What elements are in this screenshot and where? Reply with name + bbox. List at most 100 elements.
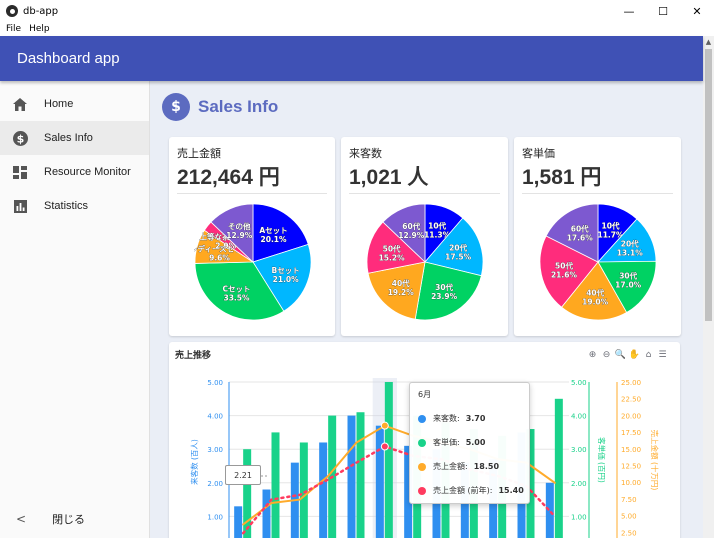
- pie-slice-value-label: 19.0%: [582, 298, 609, 307]
- zoom-in-icon[interactable]: ⊕: [588, 349, 597, 360]
- scroll-thumb[interactable]: [705, 49, 712, 321]
- unit-price-card: 客単価 1,581 円 10代 11.7% 20代 13.1% 30代 17.0% 40代 1…: [514, 137, 681, 336]
- bar-unit-price[interactable]: [356, 412, 365, 538]
- reset-home-icon[interactable]: ⌂: [645, 349, 652, 360]
- zoom-out-icon[interactable]: ⊖: [602, 349, 611, 360]
- tooltip-series-name: 客単価:: [433, 438, 460, 447]
- left-axis-tick-label: 5.00: [207, 379, 223, 387]
- scroll-up-arrow-icon[interactable]: ▲: [705, 38, 712, 46]
- pie-slice[interactable]: [414, 261, 482, 321]
- pie-slice-name-label: レディースセット: [194, 244, 249, 254]
- pie-slice[interactable]: [252, 203, 309, 263]
- card-label: 来客数: [349, 148, 382, 160]
- right-axis-1-tick-label: 5.00: [571, 379, 587, 387]
- pie-slice[interactable]: [424, 217, 484, 277]
- pie-slice[interactable]: [194, 261, 285, 321]
- close-label: 閉じる: [52, 513, 86, 526]
- left-axis-tick-label: 1.00: [207, 513, 223, 521]
- pie-slice[interactable]: [597, 260, 657, 314]
- bar-unit-price[interactable]: [384, 382, 393, 538]
- pie-slice-value-label: 9.6%: [209, 254, 230, 263]
- menu-help[interactable]: Help: [29, 24, 50, 34]
- pie-slice-value-label: 33.5%: [224, 294, 251, 303]
- vertical-scrollbar[interactable]: ▲: [703, 36, 714, 538]
- pie-slice-name-label: 50代: [383, 243, 401, 253]
- sidebar-item-label: Sales Info: [44, 132, 93, 144]
- bar-visitors[interactable]: [234, 506, 243, 538]
- close-window-button[interactable]: ✕: [692, 4, 702, 18]
- app-logo-icon: [6, 5, 18, 17]
- bar-unit-price[interactable]: [554, 398, 563, 538]
- main-content: $ Sales Info 売上金額 212,464 円 Aセット 20.1% Bセッ…: [150, 81, 703, 538]
- pan-hand-icon[interactable]: ✋: [628, 349, 641, 360]
- sidebar-close-button[interactable]: < 閉じる: [0, 506, 149, 532]
- right-axis-2-title: 売上金額 (十万円): [650, 430, 660, 491]
- pie-slice-name-label: 40代: [392, 278, 410, 288]
- sidebar-item-home[interactable]: Home: [0, 87, 149, 121]
- bar-unit-price[interactable]: [243, 449, 252, 538]
- bar-visitors[interactable]: [262, 489, 271, 538]
- selection-zoom-icon[interactable]: 🔍: [614, 349, 627, 360]
- right-axis-2-tick-label: 22.50: [621, 396, 641, 404]
- sidebar-item-statistics[interactable]: Statistics: [0, 189, 149, 223]
- series-dot: [418, 462, 426, 471]
- pie-slice-value-label: 17.6%: [567, 233, 594, 242]
- window-titlebar: db-app — ☐ ✕: [0, 0, 714, 22]
- line-point[interactable]: [380, 442, 389, 451]
- sidebar-item-sales-info[interactable]: $ Sales Info: [0, 121, 149, 155]
- bar-chart-icon: [12, 198, 28, 214]
- pie-slice[interactable]: [382, 203, 426, 263]
- right-axis-2-tick-label: 20.00: [621, 412, 641, 420]
- bar-visitors[interactable]: [347, 415, 356, 538]
- right-axis-2-tick-label: 12.50: [621, 463, 641, 471]
- card-divider: [522, 193, 673, 194]
- pie-slice-value-label: 17.5%: [445, 252, 472, 261]
- menu-icon[interactable]: ☰: [658, 349, 667, 360]
- card-value: 1,021 人: [349, 166, 429, 189]
- bar-unit-price[interactable]: [526, 429, 535, 538]
- bar-visitors[interactable]: [375, 425, 384, 538]
- pie-slice-name-label: その他: [228, 221, 251, 231]
- menu-file[interactable]: File: [6, 24, 22, 34]
- pie-slice-value-label: 2.9%: [215, 241, 236, 250]
- pie-slice[interactable]: [252, 243, 312, 312]
- chevron-left-icon: <: [16, 512, 27, 526]
- pie-slice-name-label: 30代: [435, 282, 453, 292]
- bar-visitors[interactable]: [545, 482, 554, 538]
- bar-unit-price[interactable]: [299, 442, 308, 538]
- pie-slice-value-label: 21.0%: [273, 275, 300, 284]
- sidebar-item-resource-monitor[interactable]: Resource Monitor: [0, 155, 149, 189]
- minimize-button[interactable]: —: [623, 4, 635, 18]
- card-divider: [177, 193, 327, 194]
- tooltip-row: 売上金額: 18.50: [418, 461, 499, 472]
- bar-visitors[interactable]: [319, 442, 328, 538]
- pie-slice[interactable]: [561, 261, 628, 321]
- pie-slice[interactable]: [545, 203, 599, 263]
- pie-slice[interactable]: [366, 221, 426, 274]
- bar-visitors[interactable]: [404, 445, 413, 538]
- maximize-button[interactable]: ☐: [658, 4, 668, 18]
- pie-slice-name-label: 10代: [602, 221, 620, 231]
- card-value: 1,581 円: [522, 166, 602, 189]
- pie-slice[interactable]: [539, 235, 599, 308]
- pie-slice[interactable]: [367, 261, 426, 320]
- crosshair-value-label: 2.21: [225, 465, 261, 485]
- chart-title: 売上推移: [175, 350, 212, 360]
- left-axis-tick-label: 3.00: [207, 446, 223, 454]
- pie-slice-name-label: 60代: [402, 221, 420, 231]
- pie-slice[interactable]: [210, 203, 254, 263]
- pie-slice-value-label: 21.6%: [551, 270, 578, 279]
- bar-unit-price[interactable]: [271, 432, 280, 538]
- window-title: db-app: [23, 5, 59, 17]
- line-point[interactable]: [380, 421, 389, 430]
- left-axis-tick-label: 2.00: [207, 480, 223, 488]
- series-dot: [418, 438, 426, 447]
- card-value: 212,464 円: [177, 166, 280, 189]
- tooltip-series-name: 売上金額:: [433, 462, 468, 471]
- pie-slice-name-label: 40代: [586, 288, 604, 298]
- sidebar-item-label: Home: [44, 98, 74, 110]
- app-bar: Dashboard app: [0, 36, 703, 81]
- pie-slice-name-label: Cセット: [223, 285, 251, 294]
- pie-slice-name-label: 50代: [555, 260, 573, 270]
